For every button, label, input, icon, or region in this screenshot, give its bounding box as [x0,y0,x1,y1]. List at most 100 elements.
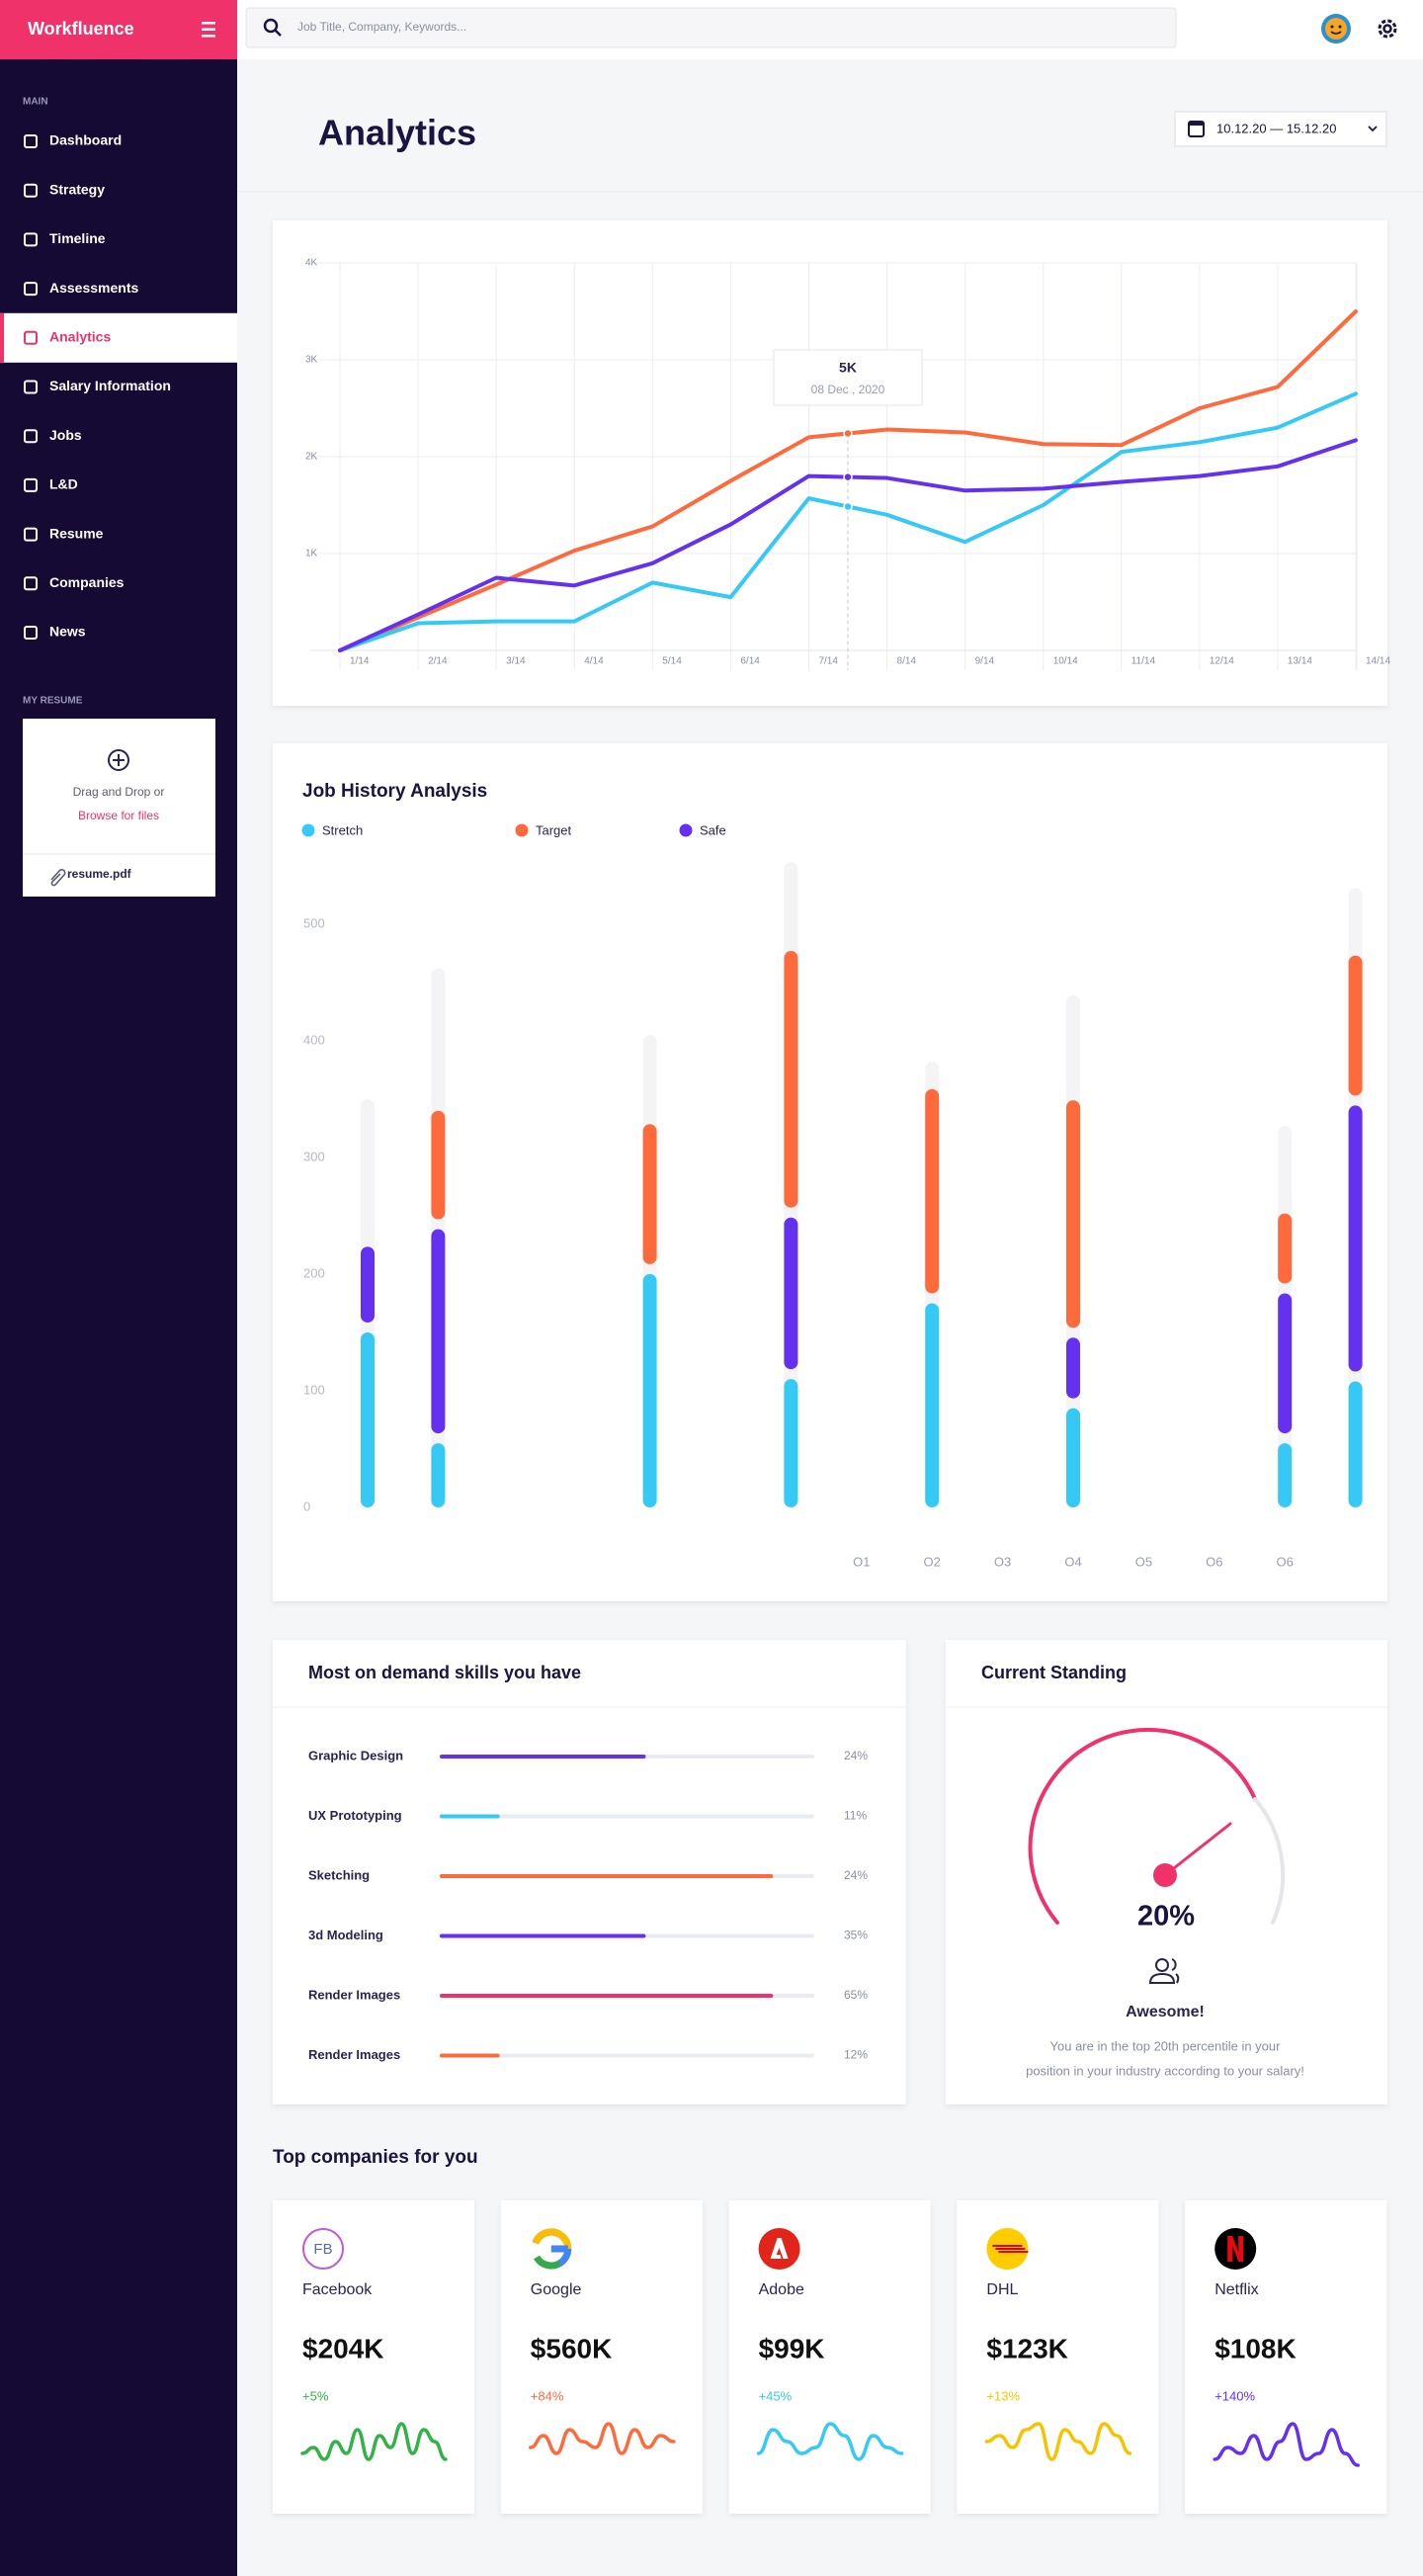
company-card[interactable] [500,2200,703,2514]
menu: Dashboard Strategy Timeline Assessments Anal… [0,132,237,640]
skill-bar [440,2053,500,2058]
skill-percent: 35% [844,1929,868,1942]
y-tick-label: 400 [303,1032,325,1047]
menu-item[interactable]: News [49,624,86,640]
tooltip-date: 08 Dec , 2020 [811,383,885,396]
date-range: 10.12.20 — 15.12.20 [1216,121,1336,135]
sidebar [0,0,237,2576]
bar-segment [1278,1443,1293,1507]
calendar-icon [1188,121,1205,137]
x-tick-label: 8/14 [897,656,917,667]
y-tick-label: 200 [303,1265,325,1280]
skill-bar [440,1933,646,1938]
logo [998,2251,1029,2253]
menu-item[interactable]: L&D [49,476,78,492]
skill-bar [440,1874,774,1878]
logo [995,2248,1026,2250]
logo [770,2238,789,2259]
skill-name: Graphic Design [308,1748,403,1762]
bar-segment [1348,1381,1363,1507]
menu-item[interactable]: Resume [49,525,104,541]
skills: Most on demand skills you have Graphic De… [273,1663,906,2062]
legend-label: Stretch [322,822,363,837]
active-item [0,312,237,363]
logo: Workfluence [28,19,134,39]
sparkline [1213,2422,1360,2467]
date-picker[interactable] [1174,111,1387,147]
upload-box[interactable] [23,719,215,897]
file-name[interactable]: resume.pdf [67,867,132,881]
bar-segment [361,1246,375,1323]
sparkline [984,2422,1132,2461]
menu-icon [24,477,38,492]
gauge [1028,1727,1286,1925]
menu-item[interactable]: Strategy [49,181,105,197]
bar-segment [431,1110,446,1220]
upload-link[interactable]: Browse for files [78,809,159,822]
section-title: Top companies for you [273,2147,478,2168]
bar-segment [1348,1105,1363,1372]
skill-bar [440,1814,500,1819]
menu-toggle[interactable] [202,22,215,38]
menu-item[interactable]: Dashboard [49,132,122,148]
y-tick-label: 1K [305,549,318,559]
section-label: MY RESUME [23,696,83,707]
menu-icon [24,527,38,542]
menu-item[interactable]: Timeline [49,230,106,246]
menu-item[interactable]: Assessments [49,280,138,296]
skill-bar [440,1755,646,1759]
menu-icon [24,330,38,345]
card [273,220,1387,706]
settings-icon[interactable] [1378,19,1397,39]
menu-item[interactable]: Salary Information [49,378,171,393]
menu-icon [24,380,38,394]
bar-segment [361,1331,375,1507]
standing-value: 20% [1137,1901,1195,1932]
company-salary: $108K [1214,2333,1297,2363]
hover-dot [843,472,853,482]
legend-dot [679,823,693,837]
skill-percent: 24% [844,1868,868,1882]
x-tick-label: 5/14 [662,656,682,667]
skill-name: UX Prototyping [308,1808,402,1823]
logo [534,2255,562,2270]
skill-percent: 12% [844,2048,868,2062]
x-tick-label: 11/14 [1131,656,1156,667]
chart-title: Job History Analysis [302,781,487,802]
menu-item[interactable]: Jobs [49,427,82,443]
x-tick-label: O1 [853,1554,870,1569]
y-tick-label: 100 [303,1382,325,1397]
skill-percent: 11% [844,1809,867,1823]
bar-segment [1066,1337,1080,1399]
search-box[interactable] [245,7,1177,48]
legend-label: Target [536,822,572,837]
logo [992,2245,1023,2247]
logo-text: FB [313,2241,332,2258]
bar-segment [784,1379,798,1507]
x-tick-label: 4/14 [584,656,604,667]
x-tick-label: 12/14 [1210,656,1234,667]
logo [550,2245,568,2253]
menu-item[interactable]: Companies [49,574,125,590]
skill-name: Render Images [308,1987,400,2002]
search-placeholder: Job Title, Company, Keywords... [297,20,466,34]
bar-chart: Job History Analysis Stretch Target Safe 0 10… [301,781,1363,1569]
bar-segment [1348,955,1363,1096]
bar-segment [1066,1408,1080,1507]
y-tick-label: 300 [303,1149,325,1163]
avatar[interactable] [1321,14,1351,43]
x-tick-label: O6 [1206,1554,1222,1569]
legend-label: Safe [700,822,726,837]
card-title: Current Standing [981,1663,1127,1682]
menu-icon [24,576,38,591]
menu-item[interactable]: Analytics [49,329,111,345]
active-indicator [0,312,4,363]
section-label: MAIN [23,97,48,108]
bar-segment [784,951,798,1208]
x-tick-label: 6/14 [740,656,760,667]
skill-track [440,2053,814,2058]
chevron [1368,126,1378,132]
x-tick-label: 7/14 [818,656,838,667]
logo-bar [0,0,237,59]
